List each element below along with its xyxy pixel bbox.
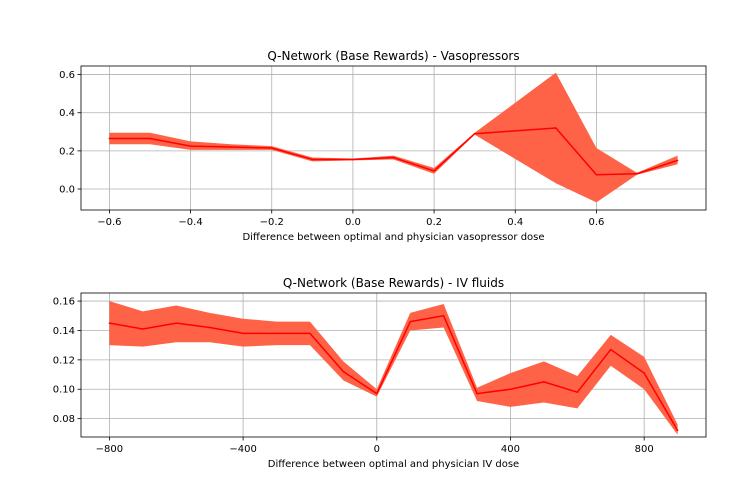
- series-line: [109, 127, 678, 176]
- data-point: [275, 332, 278, 335]
- data-point: [142, 328, 144, 330]
- x-axis-label: Difference between optimal and physician…: [242, 232, 544, 243]
- x-tick-label: 0: [374, 444, 380, 455]
- data-point: [309, 332, 311, 335]
- data-point: [636, 172, 638, 175]
- data-point: [375, 392, 378, 395]
- data-point: [108, 137, 111, 140]
- x-tick-label: −0.6: [97, 217, 121, 228]
- confidence-band-layer: [109, 72, 678, 203]
- y-tick-label: 0.16: [53, 297, 75, 308]
- x-tick-label: 800: [635, 444, 654, 455]
- series-line-layer: [108, 314, 679, 432]
- data-point: [555, 127, 557, 129]
- chart-title: Q-Network (Base Rewards) - IV fluids: [283, 276, 504, 290]
- data-point: [230, 146, 232, 148]
- data-point: [643, 372, 645, 374]
- x-tick-label: −800: [96, 444, 123, 455]
- x-axis-label: Difference between optimal and physician…: [268, 459, 519, 470]
- x-tick-label: −400: [229, 444, 256, 455]
- iv-fluids-chart-panel: Q-Network (Base Rewards) - IV fluids −80…: [53, 276, 707, 470]
- vasopressor-chart-panel: Q-Network (Base Rewards) - Vasopressors …: [59, 49, 707, 243]
- y-tick-label: 0.10: [53, 385, 75, 396]
- y-tick-label: 0.12: [53, 355, 75, 366]
- series-line: [109, 315, 679, 431]
- data-point: [676, 159, 679, 162]
- data-point: [189, 145, 192, 147]
- x-tick-label: 0.0: [345, 217, 361, 228]
- data-point: [595, 173, 598, 176]
- series-line-layer: [108, 127, 679, 176]
- data-point: [108, 322, 111, 324]
- data-point: [392, 156, 395, 159]
- x-tick-label: 0.4: [507, 217, 523, 228]
- data-point: [609, 348, 612, 351]
- y-tick-label: 0.14: [53, 326, 75, 337]
- data-point: [311, 158, 314, 161]
- data-point: [509, 388, 512, 391]
- x-tick-label: −0.2: [260, 217, 284, 228]
- x-tick-label: −0.4: [178, 217, 202, 228]
- data-point: [352, 158, 354, 161]
- data-point: [208, 326, 211, 329]
- data-point: [433, 170, 435, 172]
- x-tick-label: 0.2: [426, 217, 442, 228]
- confidence-band: [109, 301, 678, 435]
- data-point: [576, 391, 579, 393]
- data-point: [270, 147, 273, 149]
- chart-title: Q-Network (Base Rewards) - Vasopressors: [267, 49, 519, 63]
- data-point: [442, 314, 445, 317]
- data-point: [473, 132, 476, 135]
- tick-layer: −800 −400 0 400 800 0.08 0.10 0.12 0.14 0.16: [53, 297, 654, 455]
- tick-layer: −0.6 −0.4 −0.2 0.0 0.2 0.4 0.6 0.0 0.2 0.4 0.6: [59, 70, 604, 228]
- data-point: [476, 392, 478, 395]
- plot-area-frame: [80, 292, 707, 438]
- y-tick-label: 0.6: [59, 70, 75, 81]
- confidence-band-layer: [109, 301, 678, 435]
- x-tick-label: 0.6: [588, 217, 604, 228]
- y-tick-label: 0.2: [59, 146, 75, 157]
- y-tick-label: 0.0: [59, 185, 75, 196]
- plot-area-frame: [80, 65, 707, 211]
- data-point: [543, 381, 545, 383]
- y-tick-label: 0.08: [53, 414, 75, 425]
- data-point: [409, 320, 412, 323]
- y-tick-label: 0.4: [59, 108, 75, 119]
- data-point: [149, 137, 151, 140]
- x-tick-label: 400: [501, 444, 520, 455]
- confidence-band: [109, 72, 678, 203]
- data-point: [175, 322, 178, 324]
- data-point: [242, 332, 244, 335]
- data-point: [342, 370, 345, 373]
- data-point: [676, 429, 679, 432]
